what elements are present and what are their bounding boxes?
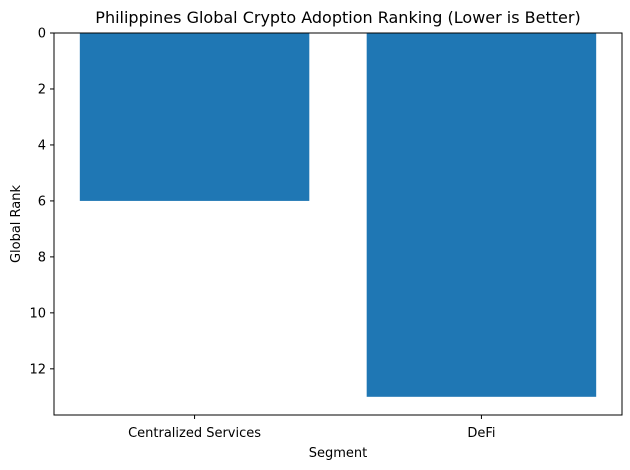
y-tick-label: 10 bbox=[29, 306, 46, 321]
y-tick-label: 12 bbox=[29, 362, 46, 377]
y-tick-label: 8 bbox=[38, 250, 46, 265]
plot-frame bbox=[53, 32, 623, 416]
y-axis-label: Global Rank bbox=[9, 184, 24, 263]
bar-defi bbox=[366, 33, 597, 397]
x-tick-label: Centralized Services bbox=[128, 426, 261, 441]
axes-layer bbox=[53, 32, 623, 416]
y-tick-label: 0 bbox=[38, 27, 46, 42]
chart-title: Philippines Global Crypto Adoption Ranki… bbox=[95, 8, 580, 27]
bar-centralized-services bbox=[79, 33, 310, 201]
bars-layer bbox=[79, 33, 597, 397]
x-axis: Centralized Services DeFi bbox=[128, 415, 496, 441]
y-tick-label: 4 bbox=[38, 138, 46, 153]
y-tick-label: 6 bbox=[38, 194, 46, 209]
y-tick-label: 2 bbox=[38, 82, 46, 97]
x-axis-label: Segment bbox=[309, 446, 368, 461]
x-tick-label: DeFi bbox=[467, 426, 495, 441]
y-axis: 0 2 4 6 8 10 12 bbox=[29, 27, 54, 377]
